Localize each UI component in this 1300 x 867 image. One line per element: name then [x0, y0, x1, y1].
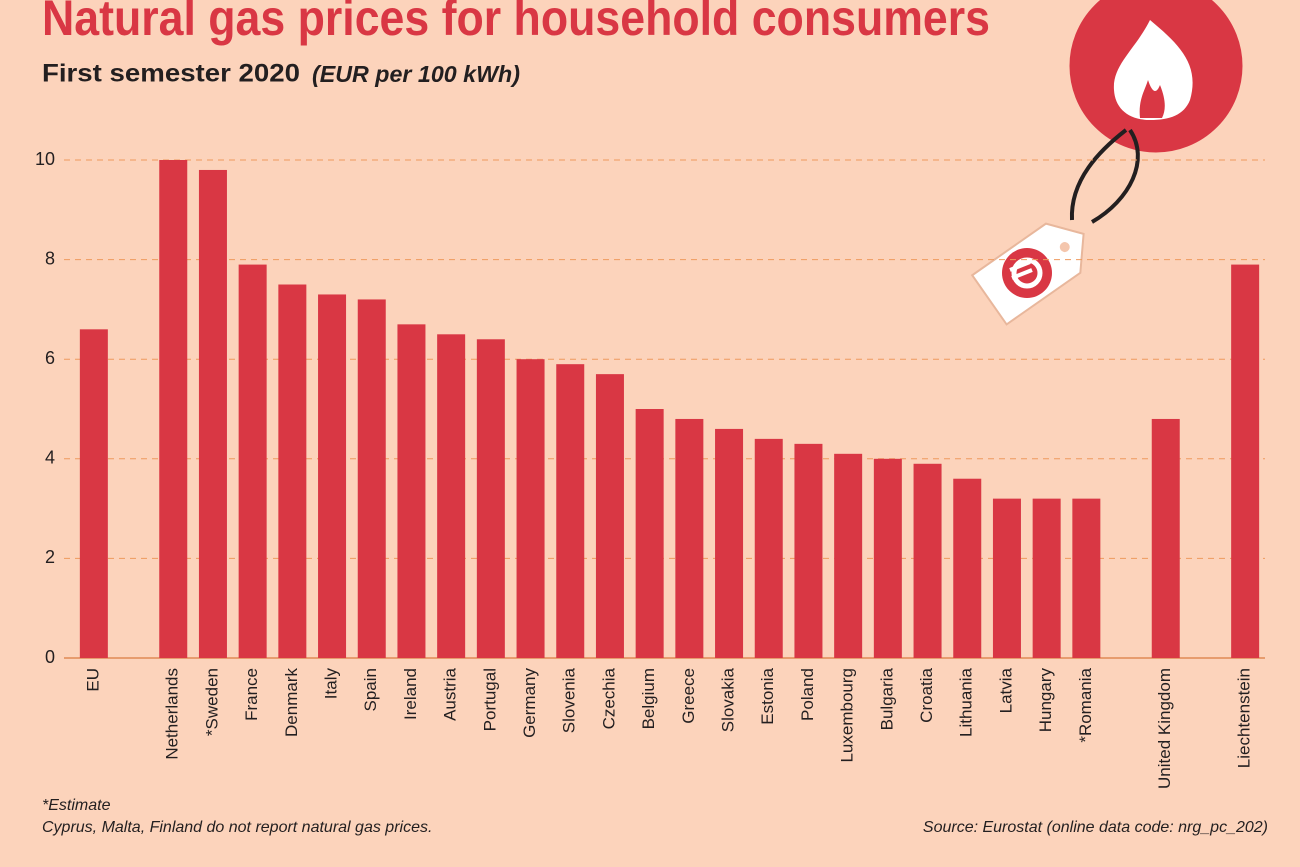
bar [516, 359, 545, 658]
bar [1072, 498, 1101, 658]
x-tick-label: Austria [441, 667, 460, 720]
x-tick-label: EU [83, 668, 102, 692]
x-tick-label: France [242, 668, 261, 721]
bar [357, 299, 386, 658]
bar [79, 329, 108, 658]
x-tick-label: Portugal [480, 668, 499, 731]
bar [992, 498, 1021, 658]
gas-icon [970, 0, 1246, 326]
chart-title: Natural gas prices for household consume… [42, 0, 990, 46]
x-tick-label: Netherlands [163, 668, 182, 760]
footnote: *Estimate [42, 797, 111, 814]
x-tick-label: Ireland [401, 668, 420, 720]
x-tick-label: Croatia [917, 667, 936, 722]
x-tick-label: Estonia [758, 667, 777, 724]
x-tick-label: Poland [798, 668, 817, 721]
bar [397, 324, 426, 658]
bar [198, 169, 227, 658]
y-tick-label: 0 [45, 647, 55, 667]
bar [278, 284, 307, 658]
bar [635, 409, 664, 658]
bar [1151, 418, 1180, 658]
x-tick-label: Spain [361, 668, 380, 711]
bar [1231, 264, 1260, 658]
bar [953, 478, 982, 658]
x-tick-label: Luxembourg [838, 668, 857, 763]
x-tick-label: Czechia [599, 667, 618, 729]
bar [1032, 498, 1061, 658]
x-tick-label: Greece [679, 668, 698, 724]
bar [715, 428, 744, 658]
bar [675, 418, 704, 658]
bar [556, 364, 585, 658]
unit-label: (EUR per 100 kWh) [312, 61, 520, 87]
bar [913, 463, 942, 658]
bar [159, 160, 188, 658]
x-tick-label: Germany [520, 668, 539, 738]
x-tick-label: Hungary [1036, 668, 1055, 733]
bar [595, 374, 624, 658]
y-tick-label: 4 [45, 448, 55, 468]
bar [437, 334, 466, 658]
source: Source: Eurostat (online data code: nrg_… [923, 819, 1268, 836]
y-tick-label: 2 [45, 547, 55, 567]
bar [318, 294, 347, 658]
x-tick-label: Denmark [282, 668, 301, 737]
footnote: Cyprus, Malta, Finland do not report nat… [42, 819, 432, 836]
x-tick-label: Liechtenstein [1235, 668, 1254, 768]
x-tick-label: Latvia [996, 667, 1015, 713]
x-tick-label: Bulgaria [877, 667, 896, 730]
bar [834, 453, 863, 658]
chart-subtitle: First semester 2020 [42, 60, 300, 88]
x-tick-label: Lithuania [957, 667, 976, 737]
x-tick-label: United Kingdom [1155, 668, 1174, 789]
y-tick-label: 8 [45, 248, 55, 268]
x-tick-label: Belgium [639, 668, 658, 729]
y-tick-label: 6 [45, 348, 55, 368]
bar [754, 438, 783, 658]
bar [476, 339, 505, 658]
x-tick-label: Slovakia [719, 667, 738, 732]
x-tick-label: Slovenia [560, 667, 579, 733]
y-tick-label: 10 [35, 149, 55, 169]
x-tick-label: *Sweden [202, 668, 221, 736]
bar [873, 458, 902, 658]
bar [238, 264, 267, 658]
bar [794, 443, 823, 658]
x-tick-label: Italy [322, 668, 341, 700]
x-tick-label: *Romania [1076, 667, 1095, 742]
